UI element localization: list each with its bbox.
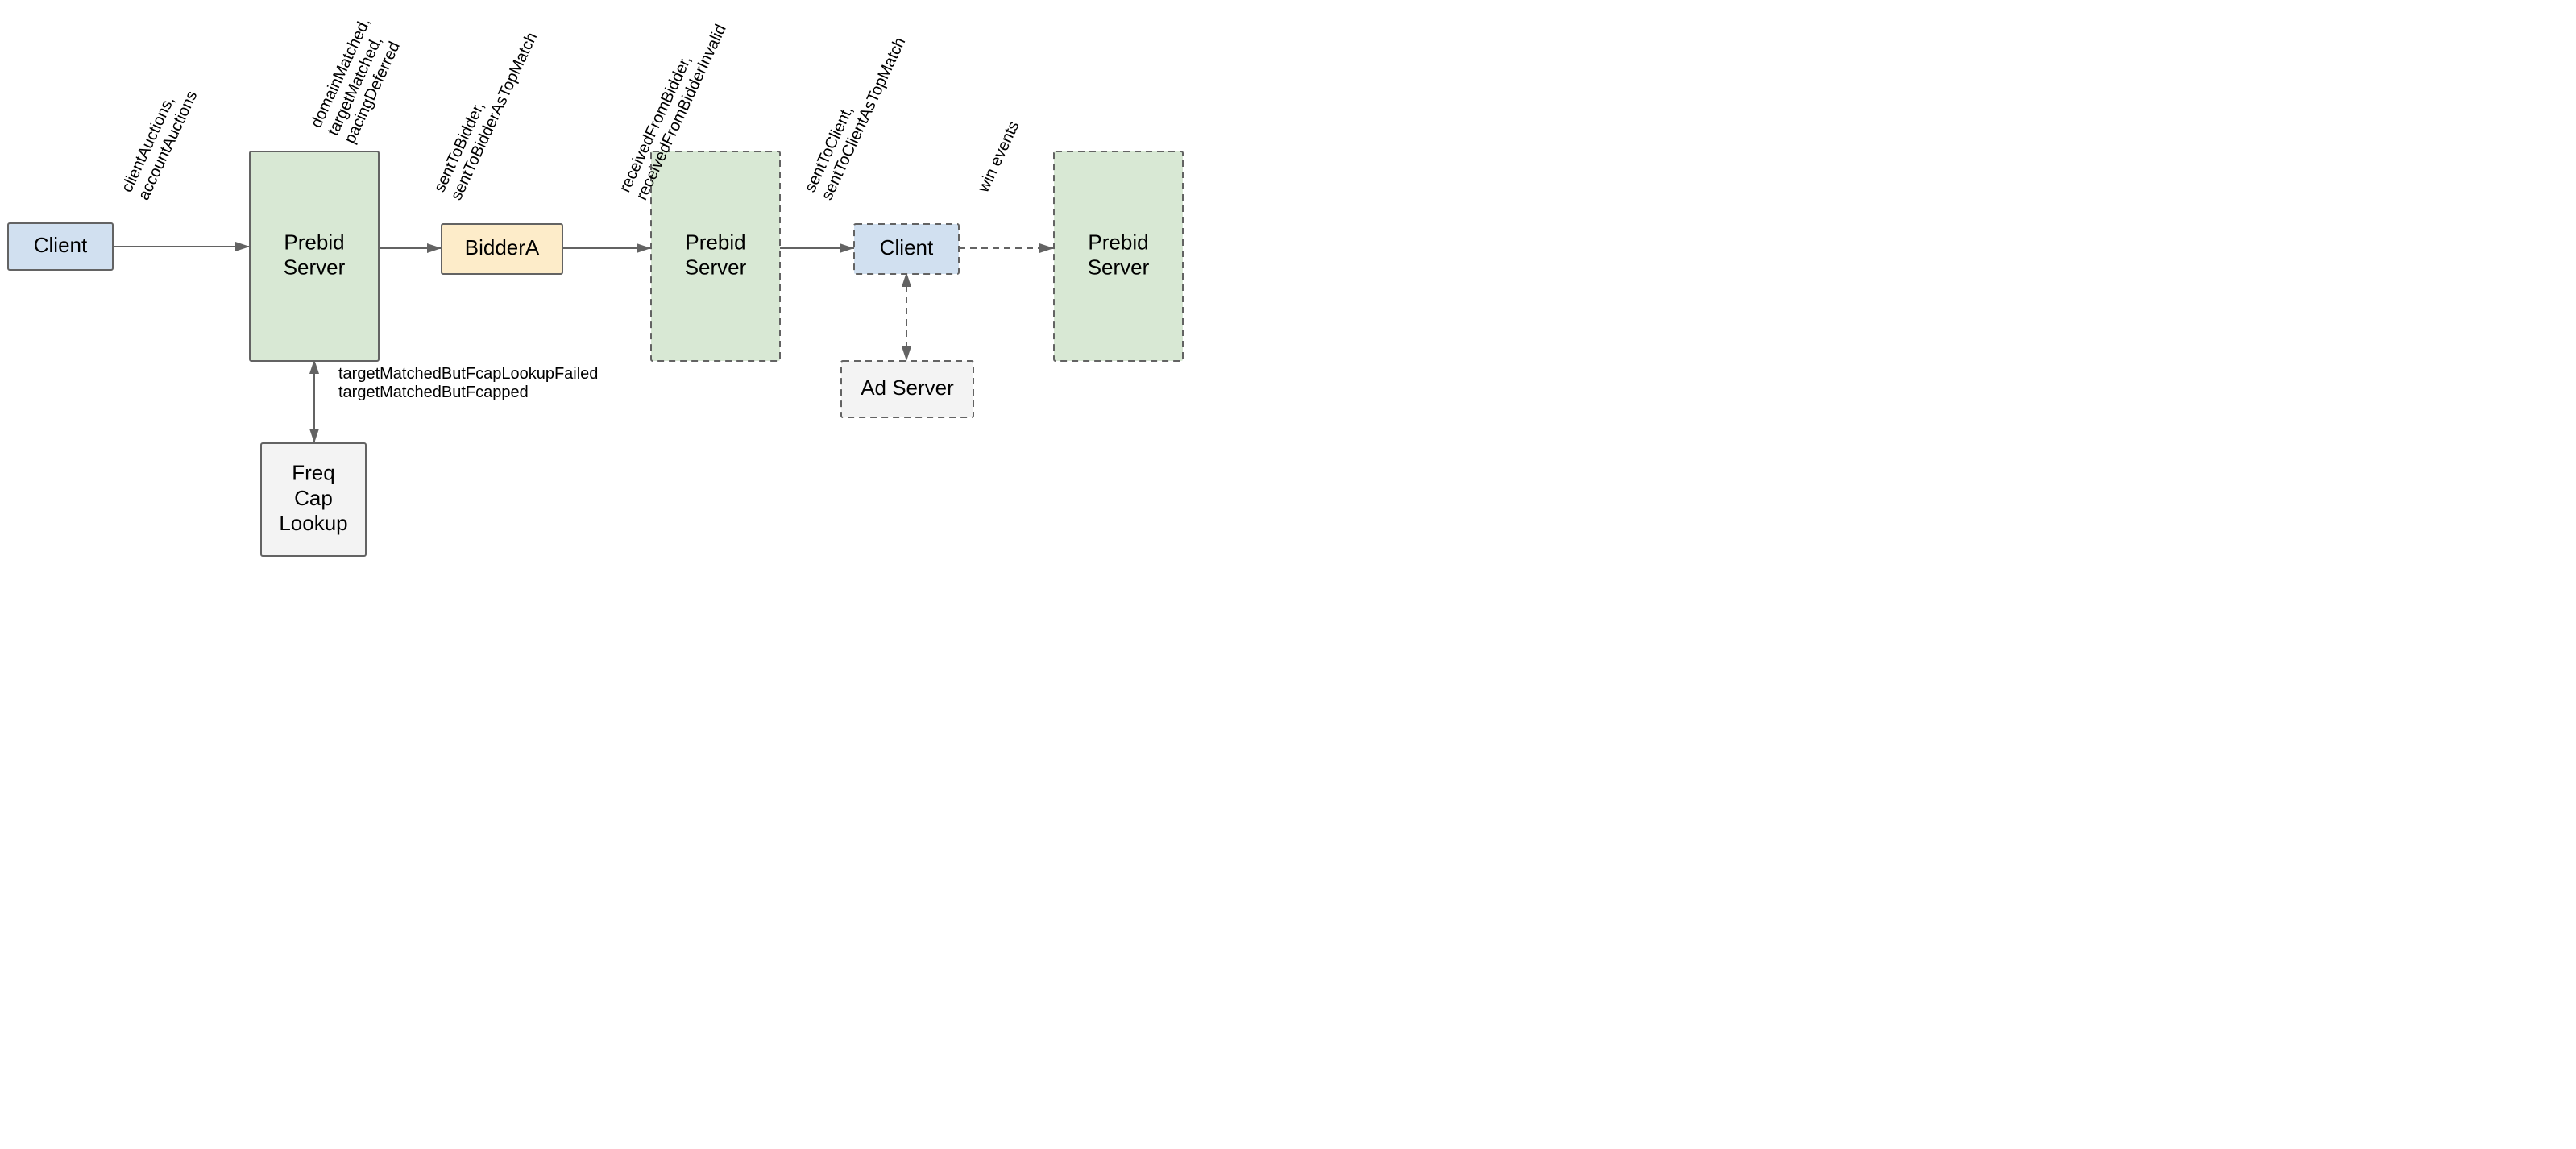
node-prebid1-label-0: Prebid	[284, 230, 344, 254]
flowchart-canvas: ClientPrebidServerBidderAPrebidServerCli…	[0, 0, 1288, 574]
edge-label-lbl1: clientAuctions,accountAuctions	[118, 81, 201, 203]
node-client1: Client	[8, 223, 113, 270]
edge-label-lbl5-line-1: sentToClientAsTopMatch	[818, 35, 909, 203]
node-freqcap-label-2: Lookup	[279, 511, 347, 535]
edge-label-lbl3-line-1: sentToBidderAsTopMatch	[447, 30, 541, 203]
node-adserver: Ad Server	[841, 361, 973, 417]
edge-label-lbl7-line-0: targetMatchedButFcapLookupFailed	[338, 365, 598, 383]
node-prebid1-label-1: Server	[284, 255, 346, 279]
node-freqcap-label-0: Freq	[292, 461, 334, 485]
node-freqcap: FreqCapLookup	[261, 443, 366, 556]
node-prebid3-label-1: Server	[1088, 255, 1150, 279]
node-prebid1: PrebidServer	[250, 151, 379, 361]
node-prebid2: PrebidServer	[651, 151, 780, 361]
node-bidderA-label-0: BidderA	[465, 235, 540, 259]
edge-label-lbl5: sentToClient,sentToClientAsTopMatch	[802, 27, 910, 203]
node-client2-label-0: Client	[880, 235, 934, 259]
node-bidderA: BidderA	[442, 224, 562, 274]
node-prebid2-label-0: Prebid	[685, 230, 745, 254]
node-prebid2-label-1: Server	[685, 255, 747, 279]
node-prebid3: PrebidServer	[1054, 151, 1183, 361]
node-freqcap-label-1: Cap	[294, 486, 333, 510]
node-prebid3-label-0: Prebid	[1088, 230, 1148, 254]
edge-label-lbl6: win events	[974, 118, 1023, 196]
node-client1-label-0: Client	[34, 233, 88, 257]
edge-label-lbl3: sentToBidder,sentToBidderAsTopMatch	[431, 22, 541, 203]
node-adserver-label-0: Ad Server	[861, 375, 954, 400]
node-client2: Client	[854, 224, 959, 274]
edge-label-lbl6-line-0: win events	[974, 118, 1023, 196]
edge-label-lbl7: targetMatchedButFcapLookupFailedtargetMa…	[338, 365, 598, 401]
edge-label-lbl2: domainMatched,targetMatched,pacingDeferr…	[308, 15, 408, 147]
edge-label-lbl7-line-1: targetMatchedButFcapped	[338, 384, 529, 401]
